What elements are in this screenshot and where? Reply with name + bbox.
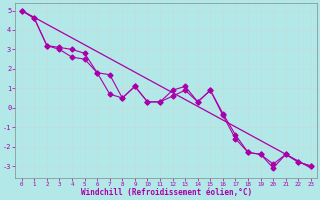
X-axis label: Windchill (Refroidissement éolien,°C): Windchill (Refroidissement éolien,°C) bbox=[81, 188, 252, 197]
